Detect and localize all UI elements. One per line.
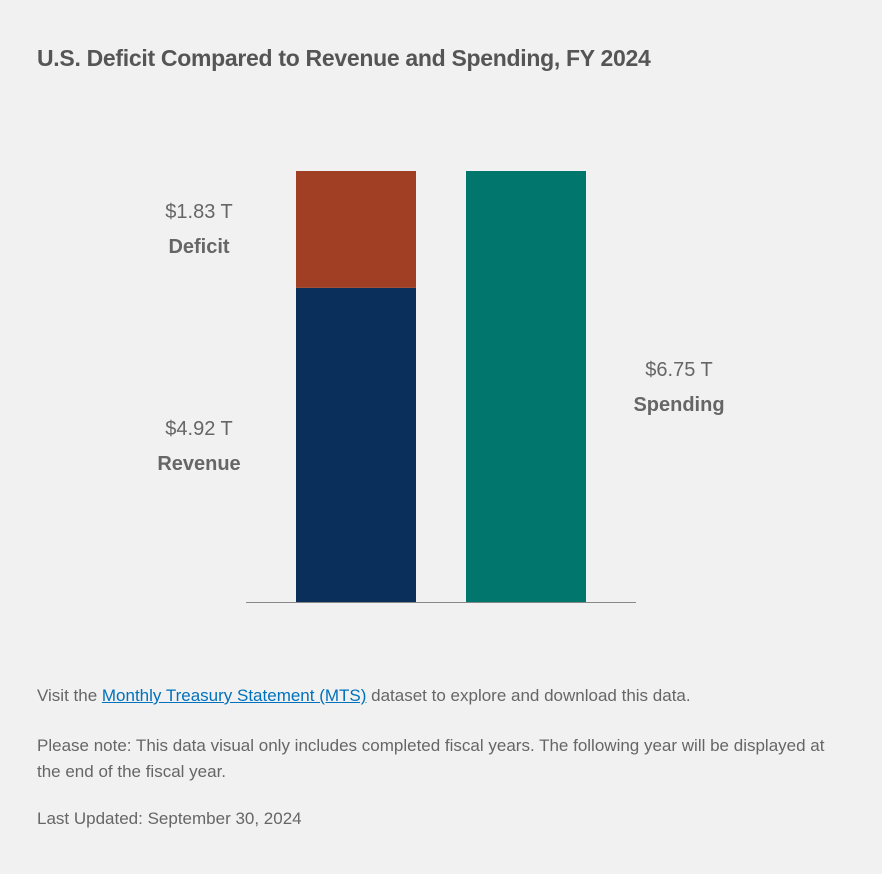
- mts-dataset-link[interactable]: Monthly Treasury Statement (MTS): [101, 686, 367, 705]
- chart-title: U.S. Deficit Compared to Revenue and Spe…: [37, 45, 651, 71]
- deficit-value: $1.83 T: [165, 201, 233, 223]
- deficit-label: $1.83 T Deficit: [119, 201, 279, 259]
- spending-value: $6.75 T: [645, 359, 713, 381]
- visit-prefix: Visit the: [37, 686, 102, 705]
- revenue-value: $4.92 T: [165, 418, 233, 440]
- revenue-label: $4.92 T Revenue: [119, 418, 279, 476]
- spending-label: $6.75 T Spending: [599, 359, 759, 417]
- spending-name: Spending: [633, 394, 725, 416]
- visit-suffix: dataset to explore and download this dat…: [366, 686, 691, 705]
- fiscal-year-note: Please note: This data visual only inclu…: [37, 736, 825, 781]
- bar-spending: [466, 171, 586, 602]
- bar-deficit: [296, 171, 416, 288]
- dataset-note: Visit the Monthly Treasury Statement (MT…: [37, 683, 847, 709]
- bar-revenue: [296, 287, 416, 602]
- deficit-name: Deficit: [168, 236, 230, 258]
- last-updated: Last Updated: September 30, 2024: [37, 809, 302, 828]
- revenue-name: Revenue: [157, 453, 241, 475]
